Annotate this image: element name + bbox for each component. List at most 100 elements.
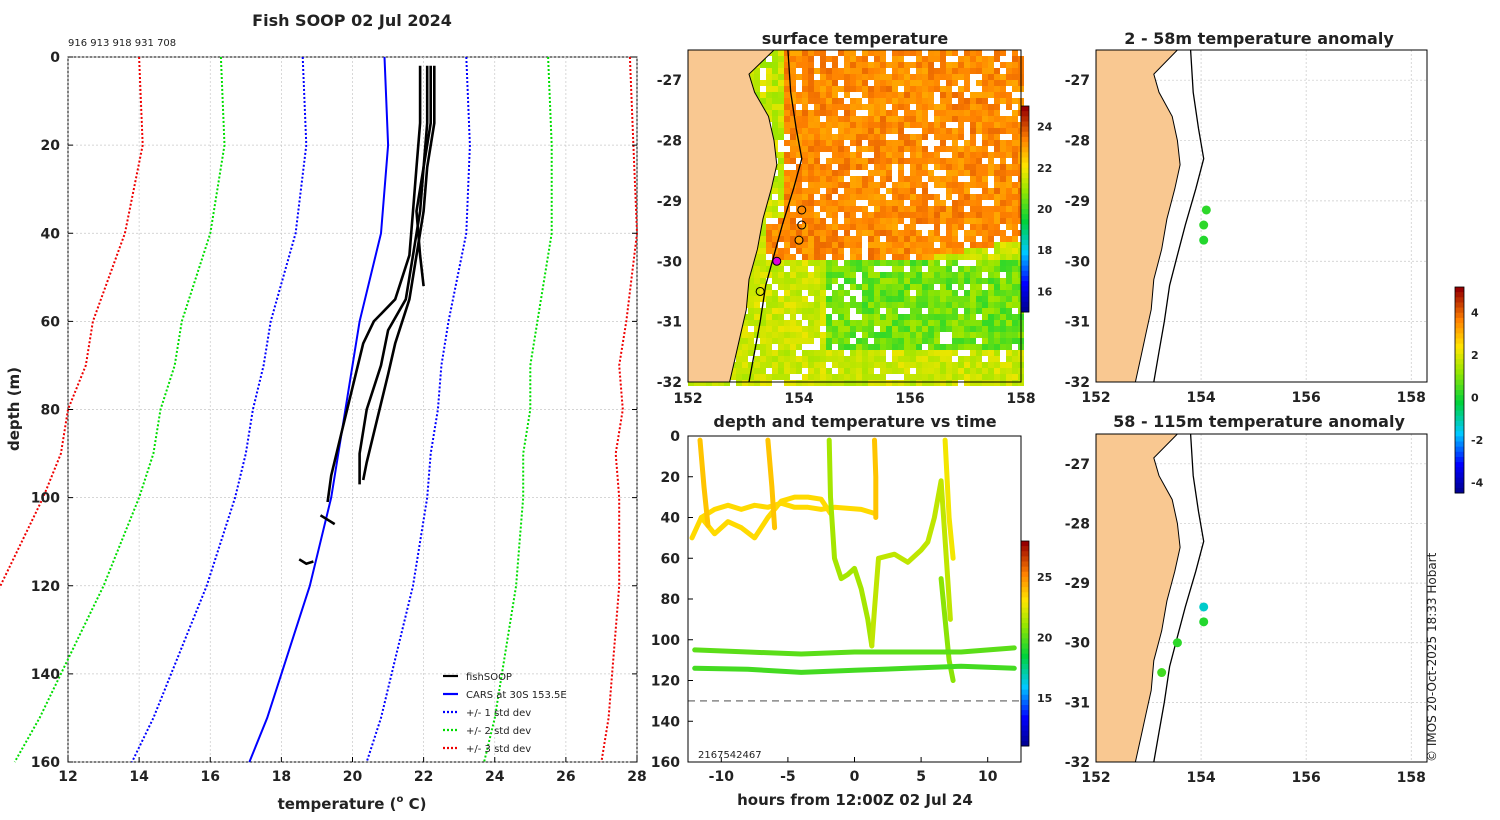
sst-pixel: [916, 146, 922, 152]
sst-pixel: [778, 116, 784, 122]
sst-pixel: [760, 62, 766, 68]
sst-pixel: [928, 362, 934, 368]
sst-pixel: [820, 272, 826, 278]
anomaly-shallow-ytick-label: -32: [1065, 375, 1090, 391]
sst-pixel: [976, 92, 982, 98]
sst-pixel: [898, 140, 904, 146]
sst-pixel: [916, 224, 922, 230]
sst-pixel: [964, 272, 970, 278]
legend-label: fishSOOP: [466, 672, 512, 683]
sst-pixel: [730, 380, 736, 386]
sst-pixel: [814, 170, 820, 176]
sst-pixel: [988, 206, 994, 212]
sst-pixel: [976, 62, 982, 68]
sst-pixel: [772, 116, 778, 122]
sst-pixel: [820, 104, 826, 110]
sst-pixel: [832, 284, 838, 290]
sst-pixel: [820, 224, 826, 230]
sst-pixel: [862, 278, 868, 284]
anomaly-colorbar-segment: [1455, 374, 1464, 381]
sst-pixel: [832, 272, 838, 278]
sst-pixel: [784, 266, 790, 272]
sst-pixel: [916, 56, 922, 62]
sst-pixel: [868, 122, 874, 128]
sst-pixel: [988, 200, 994, 206]
sst-pixel: [940, 212, 946, 218]
sst-pixel: [904, 206, 910, 212]
sst-pixel: [988, 344, 994, 350]
sst-pixel: [988, 248, 994, 254]
sst-pixel: [898, 206, 904, 212]
sst-pixel: [796, 92, 802, 98]
anomaly-colorbar-segment: [1455, 287, 1464, 293]
sst-pixel: [820, 98, 826, 104]
sst-panel: surface temperature 152 154 156 158-27-28-2…: [657, 29, 1053, 407]
sst-pixel: [814, 116, 820, 122]
sst-pixel: [982, 86, 988, 92]
sst-pixel: [934, 356, 940, 362]
sst-pixel: [844, 74, 850, 80]
sst-ytick-label: -28: [657, 134, 682, 150]
sst-pixel: [796, 200, 802, 206]
sst-colorbar-segment: [1021, 111, 1029, 117]
sst-pixel: [808, 188, 814, 194]
sst-pixel: [964, 320, 970, 326]
sst-pixel: [724, 380, 730, 386]
sst-pixel: [946, 320, 952, 326]
sst-pixel: [946, 182, 952, 188]
sst-pixel: [910, 152, 916, 158]
sst-pixel: [772, 302, 778, 308]
sst-pixel: [802, 242, 808, 248]
sst-pixel: [928, 158, 934, 164]
sst-pixel: [844, 290, 850, 296]
sst-pixel: [946, 116, 952, 122]
sst-pixel: [772, 92, 778, 98]
sst-pixel: [970, 146, 976, 152]
sst-pixel: [904, 224, 910, 230]
depth-time-xtick-label: 5: [916, 769, 926, 785]
sst-pixel: [862, 296, 868, 302]
sst-pixel: [856, 326, 862, 332]
sst-pixel: [856, 302, 862, 308]
sst-pixel: [898, 98, 904, 104]
sst-pixel: [832, 152, 838, 158]
sst-pixel: [976, 140, 982, 146]
sst-pixel: [754, 266, 760, 272]
sst-pixel: [916, 86, 922, 92]
sst-pixel: [892, 92, 898, 98]
sst-pixel: [850, 272, 856, 278]
sst-pixel: [970, 224, 976, 230]
sst-pixel: [832, 140, 838, 146]
sst-colorbar-segment: [1021, 301, 1029, 308]
sst-pixel: [784, 212, 790, 218]
sst-pixel: [760, 314, 766, 320]
sst-pixel: [784, 134, 790, 140]
sst-pixel: [808, 98, 814, 104]
depth-time-colorbar-segment: [1021, 679, 1029, 685]
sst-pixel: [790, 68, 796, 74]
sst-pixel: [796, 362, 802, 368]
sst-pixel: [988, 164, 994, 170]
sst-pixel: [964, 188, 970, 194]
sst-pixel: [916, 254, 922, 260]
anomaly-colorbar-segment: [1455, 348, 1464, 355]
profile-ytick-label: 0: [50, 50, 60, 66]
sst-pixel: [814, 368, 820, 374]
sst-pixel: [958, 86, 964, 92]
sst-pixel: [832, 170, 838, 176]
sst-pixel: [976, 314, 982, 320]
sst-pixel: [994, 254, 1000, 260]
sst-pixel: [1006, 362, 1012, 368]
sst-pixel: [868, 314, 874, 320]
sst-pixel: [796, 374, 802, 380]
sst-pixel: [964, 122, 970, 128]
sst-pixel: [910, 254, 916, 260]
sst-pixel: [772, 140, 778, 146]
sst-pixel: [832, 110, 838, 116]
sst-pixel: [844, 56, 850, 62]
sst-pixel: [838, 224, 844, 230]
sst-pixel: [982, 182, 988, 188]
depth-time-colorbar-segment: [1021, 587, 1029, 593]
sst-pixel: [790, 50, 796, 56]
profile-xtick-label: 26: [556, 769, 575, 785]
